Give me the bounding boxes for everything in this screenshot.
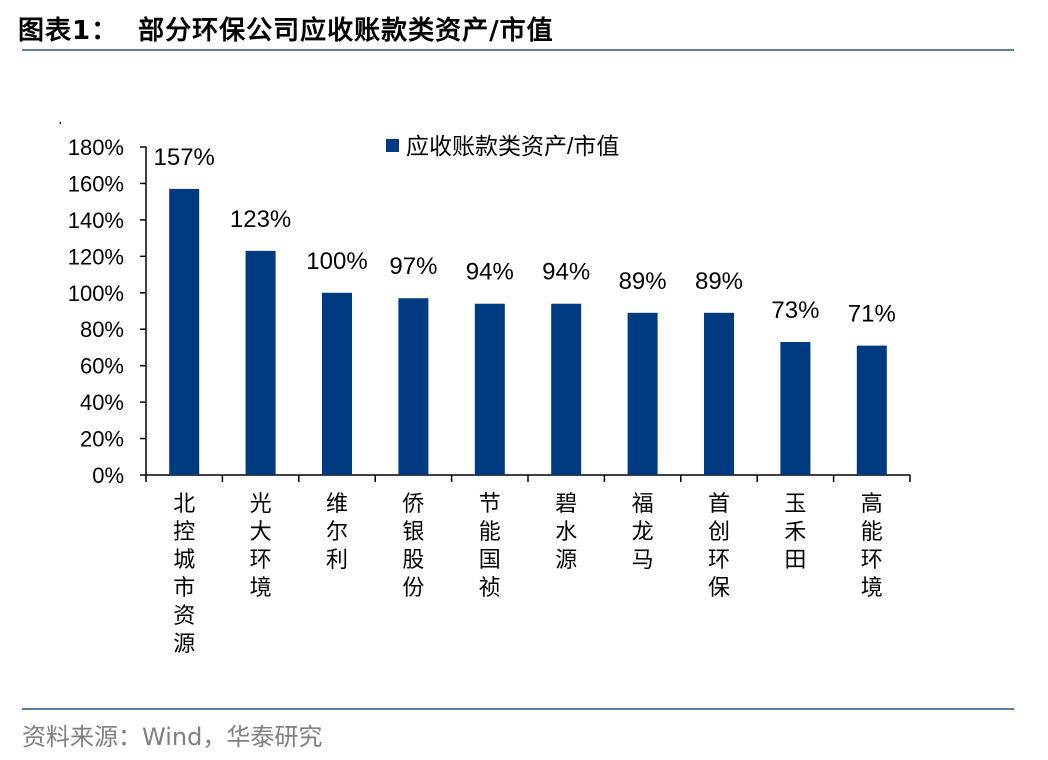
x-tick-label: 高能环境 bbox=[861, 491, 883, 600]
axis-mark: . bbox=[58, 112, 63, 128]
x-tick-label: 节能国祯 bbox=[479, 491, 501, 600]
data-label: 123% bbox=[230, 206, 291, 233]
data-label: 94% bbox=[542, 259, 590, 286]
data-label: 100% bbox=[306, 248, 367, 275]
title-divider bbox=[22, 49, 1014, 51]
bar bbox=[780, 341, 811, 475]
x-tick-label: 玉禾田 bbox=[784, 491, 806, 572]
x-tick-label: 维尔利 bbox=[326, 491, 348, 572]
y-tick-label: 180% bbox=[68, 135, 124, 160]
y-tick-label: 20% bbox=[80, 427, 124, 452]
bar-chart: 0% 20% 40% 60% 80% 100% 120% 140% 160% 180% 北控城市资… bbox=[68, 133, 911, 656]
bar-series: 157% 123% 100% 97% 94% 94% 89% 89% 73% 71% bbox=[154, 144, 896, 475]
bar bbox=[474, 303, 505, 475]
y-tick-label: 160% bbox=[68, 171, 124, 196]
legend: 应收账款类资产/市值 bbox=[386, 133, 619, 159]
bar bbox=[856, 345, 887, 475]
y-axis: 0% 20% 40% 60% 80% 100% 120% 140% 160% 180% bbox=[68, 135, 147, 488]
x-tick-label: 福龙马 bbox=[632, 491, 654, 572]
data-label: 94% bbox=[466, 259, 514, 286]
x-tick-label: 碧水源 bbox=[555, 491, 577, 572]
y-tick-label: 40% bbox=[80, 390, 124, 415]
x-axis: 北控城市资源 光大环境 维尔利 侨银股份 节能国祯 碧水源 福龙马 首创环保 玉禾田 高能环境 bbox=[145, 474, 911, 656]
x-tick-label: 侨银股份 bbox=[402, 491, 424, 600]
y-tick-label: 100% bbox=[68, 281, 124, 306]
y-tick-label: 140% bbox=[68, 208, 124, 233]
data-label: 71% bbox=[848, 301, 896, 328]
y-tick-label: 0% bbox=[92, 463, 124, 488]
y-tick-label: 120% bbox=[68, 244, 124, 269]
legend-label: 应收账款类资产/市值 bbox=[406, 133, 619, 159]
x-tick-label: 首创环保 bbox=[708, 491, 730, 600]
bar bbox=[627, 312, 658, 475]
x-tick-label: 光大环境 bbox=[250, 491, 272, 600]
bar bbox=[245, 250, 276, 475]
bar bbox=[551, 303, 582, 475]
source-note: 资料来源：Wind，华泰研究 bbox=[22, 723, 323, 751]
bar bbox=[169, 188, 200, 475]
bar bbox=[398, 298, 429, 475]
bar bbox=[704, 312, 734, 475]
chart-title: 图表1： 部分环保公司应收账款类资产/市值 bbox=[18, 10, 554, 47]
title-prefix: 图表1： bbox=[18, 16, 119, 46]
data-label: 73% bbox=[771, 297, 819, 324]
data-label: 97% bbox=[389, 253, 437, 280]
legend-swatch bbox=[386, 139, 399, 152]
data-label: 89% bbox=[619, 268, 667, 295]
title-main: 部分环保公司应收账款类资产/市值 bbox=[138, 16, 554, 46]
y-tick-label: 60% bbox=[80, 354, 124, 379]
footer-divider bbox=[22, 708, 1014, 710]
y-tick-label: 80% bbox=[80, 317, 124, 342]
bar bbox=[322, 292, 352, 475]
data-label: 157% bbox=[154, 144, 215, 171]
data-label: 89% bbox=[695, 268, 743, 295]
x-tick-label: 北控城市资源 bbox=[173, 491, 195, 656]
